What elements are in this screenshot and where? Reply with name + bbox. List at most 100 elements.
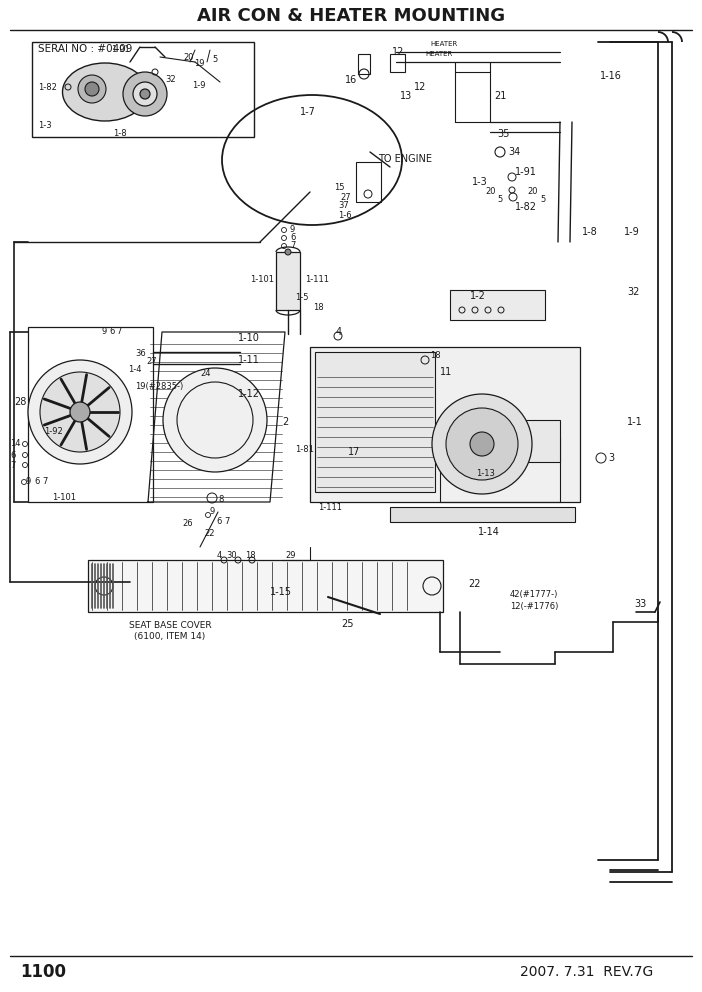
Text: 1-16: 1-16 [600, 71, 622, 81]
Text: 11: 11 [440, 367, 452, 377]
Bar [310, 347, 580, 502]
Text: 20: 20 [527, 187, 538, 196]
Text: 1-9: 1-9 [624, 227, 640, 237]
Text: 1-81: 1-81 [295, 445, 314, 454]
Circle shape [40, 372, 120, 452]
Text: 32: 32 [165, 75, 176, 84]
Text: 7: 7 [224, 518, 230, 527]
Text: 9: 9 [210, 508, 216, 517]
Text: 20: 20 [183, 53, 194, 62]
Text: 7: 7 [42, 477, 47, 486]
Text: 25: 25 [342, 619, 355, 629]
Text: 32: 32 [627, 287, 640, 297]
Bar [480, 420, 560, 462]
Bar [88, 560, 443, 612]
Circle shape [123, 72, 167, 116]
Text: 24: 24 [200, 369, 211, 379]
Text: HEATER: HEATER [430, 41, 457, 47]
Text: 18: 18 [313, 303, 324, 311]
Text: 1-111: 1-111 [305, 276, 329, 285]
Circle shape [446, 408, 518, 480]
Text: 1-14: 1-14 [478, 527, 500, 537]
Text: 5: 5 [212, 56, 217, 64]
Text: TO ENGINE: TO ENGINE [378, 154, 432, 164]
Circle shape [163, 368, 267, 472]
Text: 16: 16 [345, 75, 357, 85]
Text: 42(#1777-): 42(#1777-) [510, 589, 558, 598]
Text: 1-9: 1-9 [192, 81, 206, 90]
Text: 1-15: 1-15 [270, 587, 292, 597]
Text: 2007. 7.31  REV.7G: 2007. 7.31 REV.7G [520, 965, 654, 979]
Text: 1-6: 1-6 [338, 210, 352, 219]
Text: 27: 27 [146, 356, 157, 365]
Text: SEAT BASE COVER: SEAT BASE COVER [128, 622, 211, 631]
Text: 1-1: 1-1 [627, 417, 643, 427]
Text: 13: 13 [400, 91, 412, 101]
Circle shape [285, 249, 291, 255]
Text: 1-4: 1-4 [128, 364, 142, 374]
Text: 22: 22 [204, 530, 215, 539]
Ellipse shape [62, 63, 147, 121]
Text: 12(-#1776): 12(-#1776) [510, 601, 558, 610]
Circle shape [70, 402, 90, 422]
Text: 9: 9 [290, 225, 296, 234]
Bar [390, 54, 405, 72]
Bar [315, 352, 435, 492]
Circle shape [470, 432, 494, 456]
Bar [358, 54, 370, 74]
Text: 1-12: 1-12 [238, 389, 260, 399]
Text: 1-92: 1-92 [44, 428, 62, 436]
Text: 8: 8 [218, 495, 223, 505]
Text: 6: 6 [216, 518, 221, 527]
Text: 1-101: 1-101 [250, 276, 274, 285]
Text: 35: 35 [497, 129, 510, 139]
Text: 6: 6 [34, 477, 39, 486]
Text: SERAI NO : #0409: SERAI NO : #0409 [38, 44, 133, 54]
Text: 1-10: 1-10 [238, 333, 260, 343]
Text: 1-91: 1-91 [515, 167, 537, 177]
Text: 37: 37 [338, 201, 349, 210]
Text: 1-91: 1-91 [111, 46, 129, 55]
Text: 6: 6 [109, 327, 114, 336]
Text: HEATER: HEATER [425, 51, 452, 57]
Circle shape [133, 82, 157, 106]
Text: 4: 4 [336, 327, 342, 337]
Text: 18: 18 [430, 351, 441, 360]
Text: 22: 22 [468, 579, 480, 589]
Text: 7: 7 [116, 327, 121, 336]
Text: 1-7: 1-7 [300, 107, 316, 117]
Text: 1-5: 1-5 [295, 293, 308, 302]
Text: 3: 3 [608, 453, 614, 463]
Text: 1-11: 1-11 [238, 355, 260, 365]
Bar [32, 42, 254, 137]
Text: AIR CON & HEATER MOUNTING: AIR CON & HEATER MOUNTING [197, 7, 505, 25]
Text: 36: 36 [135, 349, 146, 358]
Text: 7: 7 [290, 241, 296, 251]
Text: 14: 14 [10, 439, 20, 448]
Text: 1-82: 1-82 [515, 202, 537, 212]
Text: 1-13: 1-13 [476, 469, 495, 478]
Text: 6: 6 [290, 233, 296, 242]
Text: 1-8: 1-8 [582, 227, 597, 237]
Circle shape [85, 82, 99, 96]
Text: 4: 4 [217, 552, 223, 560]
Bar [356, 162, 381, 202]
Text: 15: 15 [334, 184, 345, 192]
Text: 1-111: 1-111 [318, 504, 342, 513]
Text: 1-82: 1-82 [38, 82, 57, 91]
Text: 1100: 1100 [20, 963, 66, 981]
Text: 9: 9 [102, 327, 107, 336]
Bar [390, 507, 575, 522]
Text: 5: 5 [497, 195, 502, 204]
Text: 5: 5 [540, 195, 545, 204]
Circle shape [78, 75, 106, 103]
Text: 18: 18 [245, 552, 256, 560]
Text: 28: 28 [14, 397, 27, 407]
Text: 27: 27 [340, 192, 350, 201]
Text: 1-3: 1-3 [472, 177, 488, 187]
Text: 29: 29 [285, 551, 296, 559]
Text: 19: 19 [194, 60, 204, 68]
Text: 33: 33 [634, 599, 647, 609]
Text: 1-101: 1-101 [52, 493, 76, 503]
Circle shape [432, 394, 532, 494]
